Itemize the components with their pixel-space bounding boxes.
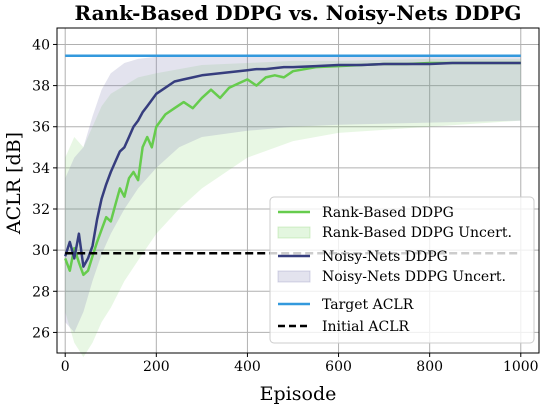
rank-based-ddpg-uncert-band [65,58,521,358]
y-tick-label: 36 [32,120,50,136]
y-tick-label: 34 [32,161,50,177]
noisy-nets-ddpg-line [64,61,521,268]
y-tick-label: 40 [32,37,50,53]
legend-swatch-noisy-band [277,270,311,283]
legend-label-noisy-band: Noisy-Nets DDPG Uncert. [322,269,506,285]
legend-label-rank-line: Rank-Based DDPG [322,205,454,221]
legend-label-initial: Initial ACLR [322,319,410,335]
legend-label-target: Target ACLR [322,297,414,313]
uncertainty-bands [65,56,521,358]
legend: Rank-Based DDPG Rank-Based DDPG Uncert. … [269,196,535,344]
legend-label-rank-band: Rank-Based DDPG Uncert. [322,225,512,241]
noisy-nets-ddpg-uncert-band [65,56,521,333]
y-tick-label: 38 [32,79,50,95]
x-axis-label: Episode [260,383,337,405]
ticks: 0 200 400 600 800 1000 26 28 30 32 34 36 38 40 [32,37,538,375]
x-tick-label: 600 [325,359,352,375]
x-tick-label: 0 [61,359,70,375]
plot-frame [56,27,540,354]
x-tick-label: 800 [416,359,443,375]
chart-title: Rank-Based DDPG vs. Noisy-Nets DDPG [75,1,522,25]
x-tick-label: 200 [143,359,170,375]
y-tick-label: 28 [32,284,50,300]
x-tick-label: 1000 [503,359,539,375]
legend-swatch-rank-band [277,226,311,239]
grid [57,28,539,353]
legend-frame [269,196,535,344]
x-tick-label: 400 [234,359,261,375]
y-tick-label: 30 [32,243,50,259]
y-tick-label: 32 [32,202,50,218]
y-tick-label: 26 [32,325,50,341]
legend-label-noisy-line: Noisy-Nets DDPG [322,249,448,265]
y-axis-label: ACLR [dB] [3,132,25,235]
